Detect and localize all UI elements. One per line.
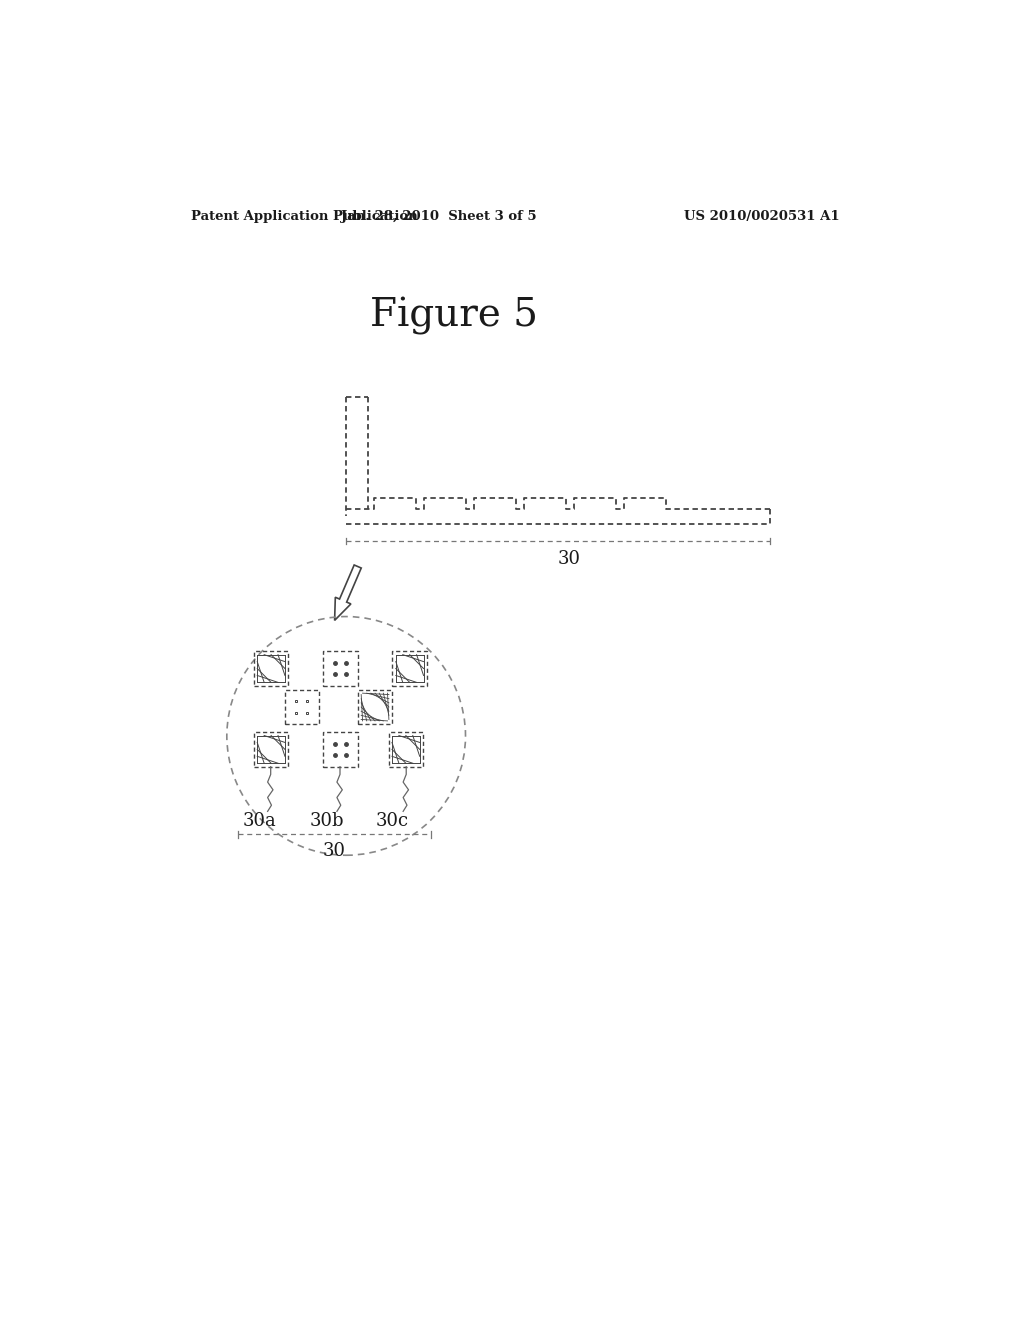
Text: 30b: 30b <box>309 812 344 829</box>
Text: 30a: 30a <box>243 812 276 829</box>
Bar <box>357 690 392 725</box>
Bar <box>254 733 289 767</box>
Text: 30c: 30c <box>376 812 409 829</box>
Bar <box>323 651 357 686</box>
Bar <box>323 733 357 767</box>
Text: Jan. 28, 2010  Sheet 3 of 5: Jan. 28, 2010 Sheet 3 of 5 <box>341 210 537 223</box>
Text: 30: 30 <box>558 550 581 568</box>
Text: US 2010/0020531 A1: US 2010/0020531 A1 <box>684 210 840 223</box>
Text: Patent Application Publication: Patent Application Publication <box>190 210 418 223</box>
Text: 30: 30 <box>324 842 346 861</box>
Polygon shape <box>335 565 361 620</box>
Text: Figure 5: Figure 5 <box>370 297 538 335</box>
Bar <box>392 651 427 686</box>
Bar <box>254 651 289 686</box>
Bar <box>388 733 423 767</box>
Bar <box>285 690 319 725</box>
